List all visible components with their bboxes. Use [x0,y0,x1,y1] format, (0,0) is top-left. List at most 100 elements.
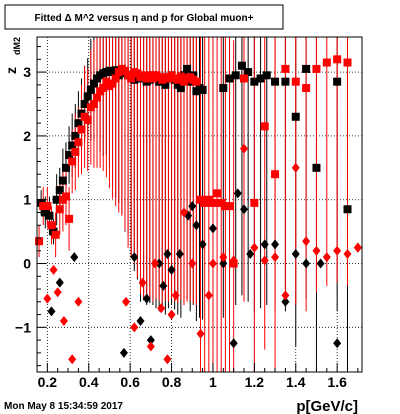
data-point [281,64,290,73]
chart-title-box: Fitted Δ M^2 versus η and p for Global m… [4,4,284,30]
data-point [281,296,290,307]
data-point [55,277,64,288]
data-point [80,100,89,108]
x-tick-label: 0.4 [79,374,99,390]
x-tick-label: 1 [209,374,217,390]
data-point [163,248,172,259]
data-point [198,85,207,94]
data-point [188,201,197,212]
data-point [183,64,192,73]
data-point [281,290,290,301]
data-point [45,211,54,220]
data-point [192,220,201,231]
data-point [43,202,52,211]
data-point [43,293,52,304]
data-point [155,258,164,269]
plot-frame [36,36,363,373]
data-point [74,296,83,307]
data-point [302,84,311,93]
y-tick-label: 1 [23,192,31,208]
data-point [127,74,136,83]
data-point [219,252,228,263]
data-point [204,290,213,301]
data-point [119,347,128,358]
data-point [167,264,176,275]
data-point [122,296,131,307]
data-point [74,119,83,128]
data-point [312,245,321,256]
data-point [219,258,228,269]
data-point [161,80,170,89]
data-point [146,335,155,346]
data-point [83,92,92,101]
data-point [58,176,67,185]
data-point [312,64,321,73]
data-point [120,66,129,75]
data-point [59,315,68,326]
data-point [70,252,79,263]
data-point [229,338,238,349]
data-point [271,239,280,250]
data-point [52,195,61,204]
y-tick-label: 0 [23,256,31,272]
data-point [93,93,102,102]
data-point [291,162,300,173]
data-point [176,84,185,93]
data-point [208,258,217,269]
data-point [333,338,342,349]
data-point [262,71,271,80]
axis-ticks [36,46,359,372]
y-axis-label-sub: dM2 [12,37,22,55]
data-point [225,74,234,83]
data-point [49,264,58,275]
data-point [302,64,311,73]
data-point [159,280,168,291]
data-point [240,74,249,83]
data-point [68,141,77,150]
data-point [221,202,230,211]
data-point [196,328,205,339]
data-point [179,207,188,218]
data-point [333,245,342,256]
data-point [291,248,300,259]
data-point [281,77,290,86]
data-point [136,315,145,326]
x-tick-label: 1.2 [245,374,265,390]
data-point [55,205,64,214]
data-point [89,100,98,108]
x-axis-label: p[GeV/c] [296,398,358,414]
data-point [77,125,86,134]
data-point [138,277,147,288]
timestamp: Mon May 8 15:34:59 2017 [4,401,123,412]
data-point [171,290,180,301]
data-point [200,198,209,207]
data-point [65,151,74,160]
data-point [312,163,321,172]
data-point [237,61,246,70]
chart-title: Fitted Δ M^2 versus η and p for Global m… [35,13,254,24]
data-point [256,74,265,83]
x-tick-label: 1.6 [327,374,347,390]
data-point [343,248,352,259]
data-point [130,252,139,263]
data-point [208,223,217,234]
data-point [41,208,50,217]
data-point [250,198,259,207]
data-point [260,122,269,131]
data-point [71,147,80,156]
data-point [55,186,64,195]
data-point [47,306,56,317]
data-point [175,248,184,259]
data-point [213,189,222,198]
data-point [188,258,197,269]
data-point [316,258,325,269]
data-point [225,202,234,211]
data-point [163,354,172,365]
tick-labels: 0.2 0.4 0.6 0.8 1 1.2 1.4 1.6 −1 0 1 2 3 [15,64,347,390]
data-point [353,242,362,253]
data-point [61,192,70,201]
data-point [71,131,80,140]
data-point [343,58,352,67]
y-tick-label: 3 [23,64,31,80]
